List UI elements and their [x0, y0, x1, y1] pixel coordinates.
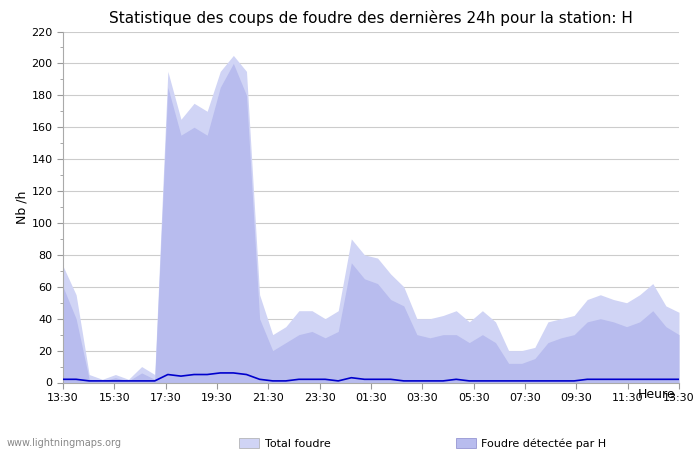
Legend: Total foudre, Moyenne de toutes les stations, Foudre détectée par H: Total foudre, Moyenne de toutes les stat…: [235, 434, 611, 450]
Text: www.lightningmaps.org: www.lightningmaps.org: [7, 438, 122, 448]
Title: Statistique des coups de foudre des dernières 24h pour la station: H: Statistique des coups de foudre des dern…: [109, 10, 633, 26]
Y-axis label: Nb /h: Nb /h: [15, 190, 29, 224]
Text: Heure: Heure: [638, 387, 676, 400]
